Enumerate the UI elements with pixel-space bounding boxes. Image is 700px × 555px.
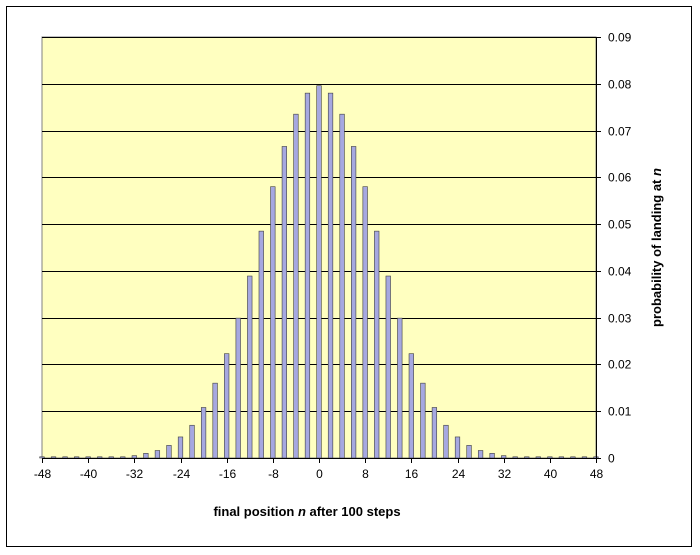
x-tick-label-24: 24 — [452, 467, 466, 481]
bar-40 — [547, 456, 553, 459]
bar--26 — [166, 445, 172, 459]
bar--46 — [50, 456, 57, 459]
bar-18 — [420, 382, 426, 459]
y-tick-label-8: 0.08 — [608, 78, 632, 92]
bar-26 — [466, 445, 472, 459]
bar-36 — [524, 456, 530, 459]
bar-16 — [408, 353, 414, 459]
bar-28 — [477, 450, 484, 459]
bar--8 — [270, 186, 276, 459]
x-tick-label-8: 8 — [362, 467, 369, 481]
bar-0 — [316, 85, 322, 459]
x-axis-title-variable: n — [298, 504, 306, 519]
bar--6 — [281, 146, 287, 459]
bar--36 — [108, 456, 114, 459]
bar-10 — [374, 230, 380, 459]
y-tick-label-1: 0.01 — [608, 405, 632, 419]
bar--16 — [224, 353, 230, 459]
x-axis-title-suffix: after 100 steps — [306, 504, 401, 519]
axes — [42, 37, 601, 463]
y-tick-label-0: 0 — [608, 452, 615, 466]
x-tick-label--16: -16 — [219, 467, 237, 481]
y-axis-title: probability of landing at n — [649, 168, 664, 327]
bar-6 — [351, 146, 357, 459]
bar--34 — [120, 456, 126, 459]
bar--48 — [39, 456, 45, 459]
bar-46 — [581, 456, 588, 459]
bar--38 — [97, 456, 103, 459]
bar--14 — [235, 317, 241, 459]
bar-22 — [443, 424, 449, 459]
bar-32 — [501, 455, 507, 459]
bar--32 — [131, 455, 137, 459]
bar--4 — [293, 113, 299, 459]
x-axis-title: final position n after 100 steps — [213, 504, 400, 519]
x-tick-label-16: 16 — [405, 467, 419, 481]
x-tick-label--24: -24 — [173, 467, 191, 481]
y-tick-label-9: 0.09 — [608, 31, 632, 45]
bar--20 — [200, 407, 207, 459]
y-tick-labels: 0 0.01 0.02 0.03 0.04 0.05 0.06 0.07 0.08 0.09 — [608, 31, 632, 466]
bar-42 — [558, 456, 564, 459]
bar--12 — [247, 275, 253, 459]
x-tick-labels: -48 -40 -32 -24 -16 -8 0 8 16 24 32 40 48 — [34, 467, 604, 481]
bar--40 — [85, 456, 91, 459]
bar-12 — [385, 275, 391, 459]
bar--10 — [258, 230, 264, 459]
y-tick-label-3: 0.03 — [608, 312, 632, 326]
y-tick-label-2: 0.02 — [608, 358, 632, 372]
x-tick-label--8: -8 — [268, 467, 279, 481]
bar-14 — [397, 317, 403, 459]
bar-2 — [327, 92, 334, 459]
bar-4 — [339, 113, 345, 459]
x-tick-label--40: -40 — [80, 467, 98, 481]
y-tick-label-5: 0.05 — [608, 218, 632, 232]
bar--18 — [212, 382, 218, 459]
y-axis-title-prefix: probability of landing at — [649, 176, 664, 327]
bar-24 — [454, 436, 461, 459]
y-tick-label-4: 0.04 — [608, 265, 632, 279]
bar-20 — [431, 407, 438, 459]
x-tick-label--48: -48 — [34, 467, 52, 481]
bar-34 — [512, 456, 518, 459]
x-tick-label-48: 48 — [590, 467, 604, 481]
bar--24 — [177, 436, 184, 459]
bar--44 — [62, 456, 68, 459]
bar-38 — [535, 456, 541, 459]
bar--2 — [304, 92, 311, 459]
bar--42 — [74, 456, 80, 459]
bar--22 — [189, 424, 195, 459]
bar--30 — [143, 453, 149, 459]
x-tick-label-40: 40 — [544, 467, 558, 481]
bar-series — [39, 85, 599, 459]
bar-8 — [362, 186, 368, 459]
x-axis-title-prefix: final position — [213, 504, 298, 519]
x-tick-label-0: 0 — [316, 467, 323, 481]
x-tick-label-32: 32 — [498, 467, 512, 481]
x-tick-label--32: -32 — [126, 467, 144, 481]
bar--28 — [154, 450, 161, 459]
bar-30 — [489, 453, 495, 459]
y-axis-title-variable: n — [649, 168, 664, 176]
y-tick-label-7: 0.07 — [608, 125, 632, 139]
bar-44 — [570, 456, 576, 459]
y-tick-label-6: 0.06 — [608, 171, 632, 185]
